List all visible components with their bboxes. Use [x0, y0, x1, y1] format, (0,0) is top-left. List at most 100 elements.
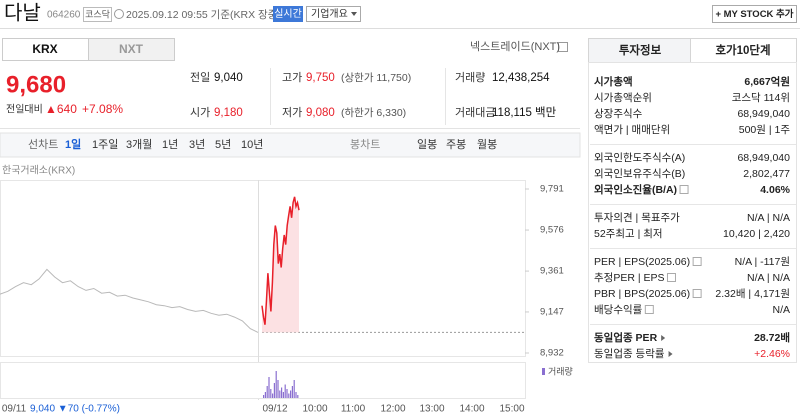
help-icon[interactable]	[692, 289, 702, 298]
tab-box	[690, 38, 797, 63]
y-tick-label: 8,932	[540, 348, 564, 359]
candle-button[interactable]: 월봉	[477, 138, 497, 151]
volume-bar	[275, 371, 277, 398]
info-value: 2,802,477	[743, 168, 790, 180]
clock-icon	[114, 9, 124, 19]
help-icon[interactable]	[692, 257, 702, 266]
info-label: 액면가 | 매매단위	[594, 123, 670, 136]
volume-bar	[281, 387, 283, 398]
chart-type-label: 선차트	[28, 138, 58, 151]
quote-value: 9,180	[214, 107, 243, 119]
quote-label: 저가	[282, 106, 302, 119]
info-value: 68,949,040	[737, 152, 790, 164]
market-tab[interactable]: NXT	[119, 42, 144, 56]
volume-bar	[286, 389, 288, 398]
volume-label: 거래량	[548, 365, 573, 376]
chart-toolbar	[0, 132, 581, 158]
candle-button[interactable]: 일봉	[417, 137, 437, 151]
volume-bar	[282, 392, 284, 398]
info-value: 28.72배	[754, 331, 790, 344]
y-tick-label: 9,576	[540, 225, 564, 236]
volume-bar	[268, 377, 270, 398]
volume-legend-swatch	[542, 368, 545, 375]
info-label: 52주최고 | 최저	[594, 228, 663, 240]
chart-type-label: 봉차트	[350, 138, 380, 151]
tab-box	[88, 38, 175, 61]
time-text: 2025.09.12 09:55 기준(KRX 장중)	[126, 9, 281, 21]
volume-bar	[272, 393, 274, 398]
change-amount: ▲640	[45, 102, 77, 116]
volume-bar	[270, 389, 272, 398]
volume-bar	[295, 392, 297, 398]
mystock-button[interactable]	[712, 5, 797, 23]
volume-bar	[273, 383, 275, 398]
x-tick-label: 12:00	[380, 404, 405, 415]
realtime-badge[interactable]	[273, 6, 303, 22]
quote-note: (상한가 11,750)	[341, 72, 411, 84]
help-icon[interactable]	[644, 305, 654, 314]
stock-code: 064260	[47, 10, 81, 21]
quote-note: (하한가 6,330)	[341, 106, 406, 119]
chart-source: 한국거래소(KRX)	[2, 165, 75, 177]
arrow-icon	[661, 335, 666, 341]
quote-value: 9,080	[306, 107, 335, 119]
invest-tab[interactable]: 호가10단계	[715, 43, 770, 57]
info-value: 500원 | 1주	[739, 124, 791, 136]
info-label: 배당수익률	[594, 304, 643, 316]
nxt-link[interactable]: 넥스트레이드(NXT)	[470, 40, 560, 53]
realtime-label[interactable]: 실시간	[274, 8, 302, 20]
company-button[interactable]	[306, 6, 361, 22]
x-tick-label: 14:00	[459, 404, 484, 415]
info-label: 외국인한도주식수(A)	[594, 152, 685, 164]
volume-bar	[284, 384, 286, 398]
volume-bar	[266, 386, 268, 398]
quote-label: 거래대금	[455, 106, 495, 119]
info-value: N/A | N/A	[747, 212, 790, 224]
prev-summary: 9,040 ▼70 (-0.77%)	[30, 404, 120, 415]
x-tick-label: 10:00	[302, 404, 327, 415]
y-tick-label: 9,361	[540, 266, 564, 277]
company-button-label[interactable]: 기업개요	[311, 7, 348, 20]
range-button[interactable]: 3년	[189, 138, 205, 151]
market-tab[interactable]: KRX	[32, 42, 57, 56]
info-value: 4.06%	[760, 184, 790, 196]
market-label: 코스닥	[85, 9, 110, 19]
volume-bar	[264, 392, 266, 398]
help-icon[interactable]	[666, 273, 676, 282]
price-line	[261, 196, 300, 325]
help-icon[interactable]	[558, 42, 568, 52]
range-button[interactable]: 1년	[162, 138, 178, 151]
info-value: N/A | -117원	[735, 256, 790, 268]
info-label: 시가총액	[594, 75, 633, 88]
info-value: N/A | N/A	[747, 272, 790, 284]
info-value: 6,667억원	[744, 75, 790, 88]
volume-bar	[279, 390, 281, 398]
range-button[interactable]: 10년	[241, 138, 263, 151]
info-label: 추정PER | EPS	[594, 272, 664, 284]
dropdown-icon	[351, 12, 357, 16]
range-button[interactable]: 3개월	[126, 138, 152, 151]
info-label: PER | EPS(2025.06)	[594, 256, 690, 268]
range-button[interactable]: 5년	[215, 138, 231, 151]
volume-bar	[263, 395, 265, 398]
info-label: 동일업종 PER	[594, 331, 658, 344]
quote-value: 118,115 백만	[492, 106, 557, 119]
info-label: 외국인보유주식수(B)	[594, 168, 685, 180]
candle-button[interactable]: 주봉	[446, 138, 466, 151]
x-tick-label: 11:00	[341, 404, 366, 415]
help-icon[interactable]	[679, 185, 689, 194]
volume-bar	[288, 393, 290, 398]
info-value: 2.32배 | 4,171원	[715, 288, 790, 300]
range-button[interactable]: 1일	[65, 137, 81, 151]
y-tick-label: 9,791	[540, 184, 564, 195]
info-label: 외국인소진율(B/A)	[594, 183, 677, 196]
quote-label: 시가	[190, 106, 210, 119]
y-tick-label: 9,147	[540, 306, 564, 317]
mystock-button-label[interactable]: + MY STOCK 추가	[715, 8, 793, 20]
arrow-icon	[668, 351, 673, 357]
range-button[interactable]: 1주일	[92, 137, 118, 151]
x-tick-label: 09/12	[262, 404, 287, 415]
invest-tab[interactable]: 투자정보	[619, 43, 662, 57]
volume-bar	[290, 390, 292, 398]
price-line	[0, 268, 259, 333]
